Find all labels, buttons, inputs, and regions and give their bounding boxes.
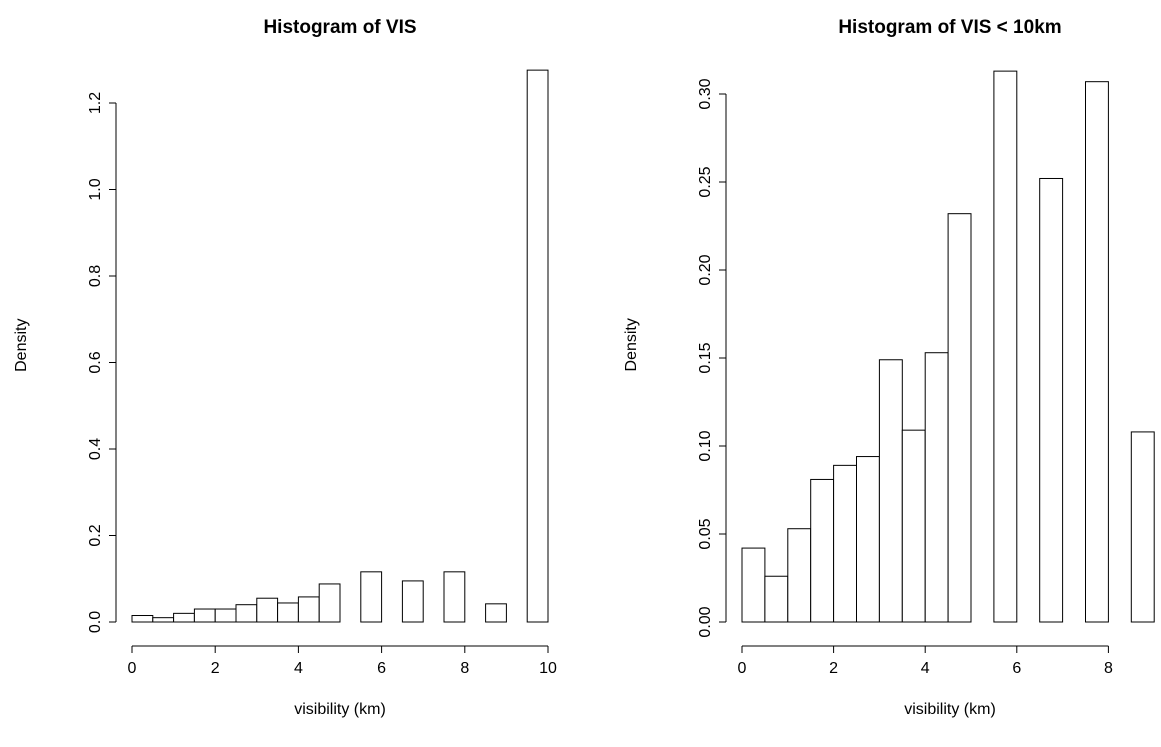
x-tick-label: 6 (377, 660, 386, 677)
bar (297, 596, 320, 623)
bar (833, 464, 857, 623)
y-tick-label: 1.2 (87, 92, 104, 114)
y-tick-label: 0.0 (87, 611, 104, 633)
bar (193, 608, 216, 623)
y-tick-label: 0.2 (87, 524, 104, 546)
bar (214, 608, 237, 623)
bar (318, 583, 341, 623)
x-tick-label: 0 (128, 660, 137, 677)
x-tick-label: 8 (1104, 660, 1113, 677)
y-tick-label: 0.25 (697, 166, 714, 197)
y-tick-label: 0.8 (87, 265, 104, 287)
bar (235, 604, 258, 623)
y-tick-label: 1.0 (87, 178, 104, 200)
x-tick-label: 4 (921, 660, 930, 677)
y-tick-label: 0.10 (697, 430, 714, 461)
x-axis-label: visibility (km) (904, 701, 996, 718)
y-tick-label: 0.00 (697, 606, 714, 637)
x-tick-label: 0 (738, 660, 747, 677)
bar (152, 617, 175, 623)
chart-title: Histogram of VIS (263, 17, 416, 38)
bar (787, 528, 812, 623)
x-tick-label: 10 (539, 660, 557, 677)
bar (173, 612, 195, 623)
bar (878, 359, 903, 623)
bar (1085, 81, 1109, 623)
bar (277, 602, 299, 623)
y-axis-label: Density (623, 318, 640, 371)
bar (947, 213, 972, 623)
bar (741, 547, 766, 623)
bar (526, 69, 549, 623)
bar (901, 429, 926, 623)
x-axis-label: visibility (km) (294, 701, 386, 718)
bar (360, 571, 383, 623)
y-tick-label: 0.20 (697, 254, 714, 285)
bar (856, 456, 880, 623)
y-tick-label: 0.15 (697, 342, 714, 373)
y-tick-label: 0.05 (697, 518, 714, 549)
x-tick-label: 4 (294, 660, 303, 677)
y-axis-label: Density (13, 319, 30, 372)
bar (993, 70, 1018, 623)
chart-title: Histogram of VIS < 10km (838, 17, 1061, 38)
bar (443, 571, 466, 623)
bar (485, 603, 507, 623)
y-tick-label: 0.6 (87, 351, 104, 373)
y-tick-label: 0.30 (697, 78, 714, 109)
x-tick-label: 2 (829, 660, 838, 677)
bar (764, 575, 789, 623)
y-tick-label: 0.4 (87, 438, 104, 460)
bar (1130, 431, 1155, 623)
x-tick-label: 8 (460, 660, 469, 677)
bar (924, 352, 949, 623)
bar (131, 615, 154, 623)
x-tick-label: 2 (211, 660, 220, 677)
bar (401, 580, 424, 623)
bar (810, 478, 835, 623)
bar (1039, 177, 1064, 623)
x-tick-label: 6 (1012, 660, 1021, 677)
bar (256, 597, 279, 623)
